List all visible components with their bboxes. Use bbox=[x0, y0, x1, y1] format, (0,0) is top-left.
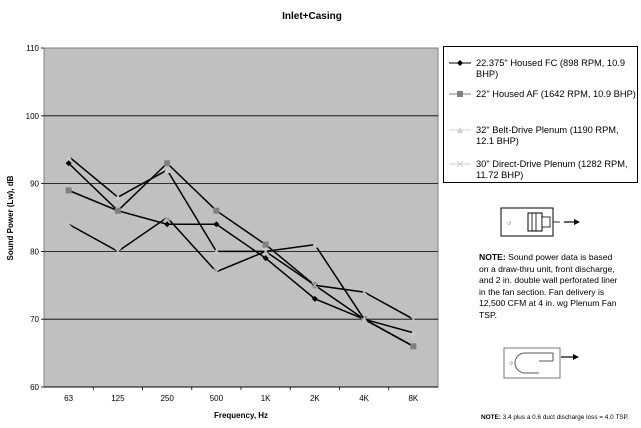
tsp-note: NOTE: 3.4 plus a 0.6 duct discharge loss… bbox=[481, 414, 629, 421]
data-point bbox=[114, 207, 121, 214]
x-tick-label: 8K bbox=[408, 394, 418, 403]
series-line bbox=[68, 162, 414, 347]
data-point-stroke bbox=[311, 281, 319, 289]
data-point bbox=[213, 221, 220, 228]
data-point bbox=[262, 255, 269, 262]
svg-text:↺: ↺ bbox=[507, 221, 511, 227]
data-point bbox=[213, 207, 220, 214]
x-tick-label: 1K bbox=[261, 394, 271, 403]
svg-text:↺: ↺ bbox=[509, 361, 513, 367]
note-label: NOTE: bbox=[479, 252, 506, 262]
x-tick-label: 4K bbox=[359, 394, 369, 403]
data-point bbox=[311, 241, 318, 248]
x-axis-label: Frequency, Hz bbox=[214, 411, 268, 420]
legend: 22.375" Housed FC (898 RPM, 10.9 BHP) 22… bbox=[443, 46, 638, 183]
tsp-note-text: 3.4 plus a 0.6 duct discharge loss = 4.0… bbox=[500, 414, 629, 421]
data-point-stroke bbox=[410, 315, 417, 323]
data-point bbox=[213, 248, 220, 255]
x-tick-label: 63 bbox=[64, 394, 73, 403]
chart-title: Inlet+Casing bbox=[282, 11, 342, 22]
legend-label: 22" Housed AF (1642 RPM, 10.9 BHP) bbox=[476, 89, 636, 99]
housed-fan-diagram-icon: ↺ bbox=[503, 347, 579, 379]
sound-data-note: NOTE: Sound power data is based on a dra… bbox=[479, 252, 619, 321]
data-point bbox=[164, 221, 171, 228]
x-tick-label: 125 bbox=[111, 394, 125, 403]
data-point-stroke bbox=[114, 248, 122, 255]
y-tick-label: 100 bbox=[26, 112, 40, 121]
y-tick-label: 60 bbox=[30, 383, 39, 392]
data-point-stroke bbox=[163, 214, 171, 221]
note-text: Sound power data is based on a draw-thru… bbox=[479, 252, 618, 320]
data-point bbox=[114, 194, 121, 201]
data-point-stroke bbox=[65, 220, 72, 228]
y-axis-label: Sound Power (Lw), dB bbox=[6, 175, 15, 260]
legend-symbol-square bbox=[449, 91, 471, 97]
tsp-note-label: NOTE: bbox=[481, 414, 501, 421]
data-point bbox=[311, 281, 319, 289]
y-tick-label: 80 bbox=[30, 247, 39, 256]
data-point bbox=[164, 167, 171, 174]
legend-label: 32" Belt-Drive Plenum (1190 RPM, 12.1 BH… bbox=[476, 125, 619, 146]
series bbox=[65, 214, 417, 323]
data-point bbox=[410, 343, 417, 350]
x-axis: 63 125 250 500 1K 2K 4K 8K bbox=[44, 386, 438, 403]
data-point-stroke bbox=[360, 288, 368, 296]
data-point bbox=[164, 160, 171, 167]
data-point bbox=[410, 315, 417, 323]
data-point bbox=[361, 316, 368, 323]
data-point bbox=[311, 295, 318, 302]
data-point-stroke bbox=[213, 268, 220, 276]
series-lines bbox=[65, 153, 417, 350]
legend-label: 22.375" Housed FC (898 RPM, 10.9 BHP) bbox=[476, 58, 626, 79]
data-point bbox=[65, 160, 72, 167]
series-line bbox=[68, 216, 414, 320]
x-tick-label: 500 bbox=[210, 394, 224, 403]
data-point bbox=[163, 214, 171, 221]
data-point bbox=[65, 187, 72, 194]
data-point bbox=[213, 268, 220, 276]
y-tick-label: 110 bbox=[26, 44, 39, 53]
plenum-fan-diagram-icon: ↺ bbox=[500, 207, 580, 237]
legend-symbol-x bbox=[449, 160, 471, 168]
data-point-stroke bbox=[262, 248, 269, 255]
series-line bbox=[68, 162, 414, 347]
data-point bbox=[65, 153, 72, 160]
y-axis: 60 70 80 90 100 110 bbox=[26, 44, 44, 392]
data-point bbox=[262, 248, 269, 255]
legend-label: 30" Direct-Drive Plenum (1282 RPM, 11.72… bbox=[476, 159, 628, 180]
data-point bbox=[65, 220, 72, 228]
x-tick-label: 250 bbox=[160, 394, 174, 403]
x-tick-label: 2K bbox=[310, 394, 320, 403]
series-line bbox=[68, 155, 414, 334]
legend-symbol-triangle bbox=[449, 127, 471, 133]
y-tick-label: 70 bbox=[30, 315, 39, 324]
y-tick-label: 90 bbox=[30, 180, 39, 189]
data-point bbox=[360, 288, 368, 296]
data-point bbox=[114, 248, 122, 255]
legend-symbol-diamond bbox=[449, 60, 471, 66]
data-point bbox=[262, 241, 269, 248]
plot-area bbox=[43, 47, 439, 388]
data-point bbox=[410, 329, 417, 336]
